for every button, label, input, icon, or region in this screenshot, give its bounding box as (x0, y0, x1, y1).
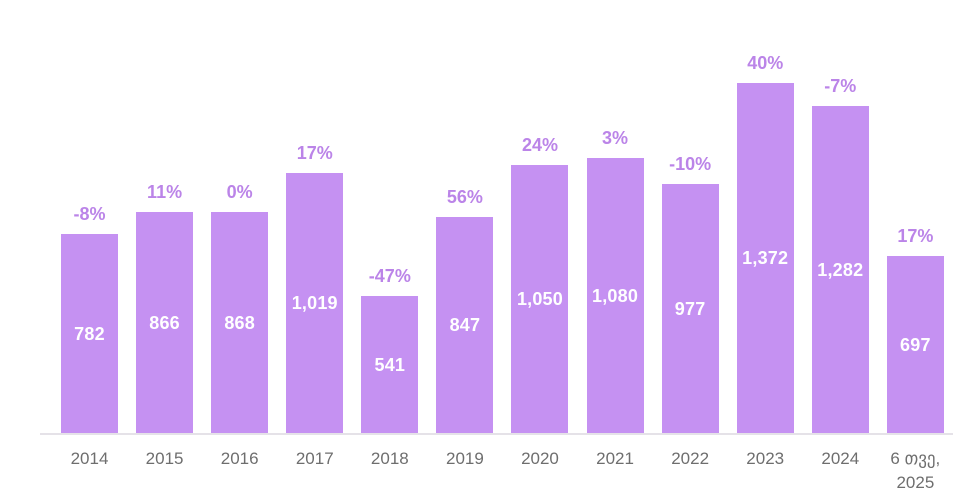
bar: 1,050 (511, 165, 569, 434)
bar-value-label: 1,080 (592, 285, 639, 306)
pct-change-label: 24% (521, 135, 558, 155)
bar: 782 (61, 234, 118, 434)
bar: 1,282 (811, 106, 869, 434)
pct-change-label: -8% (73, 204, 106, 224)
pct-change-label: 0% (226, 182, 253, 202)
bar-column: 56% 847 2019 (436, 54, 494, 468)
bar: 1,372 (736, 83, 794, 434)
bar-value-label: 1,050 (516, 289, 563, 309)
bar-value-label: 868 (224, 312, 255, 333)
pct-change-label: -10% (669, 154, 712, 174)
plot-area: -8% 782 2014 11% 866 2015 0% 868 2016 17% 1,019 201… (61, 53, 944, 492)
bar: 1,019 (286, 173, 344, 434)
bar: 1,080 (586, 158, 644, 434)
x-axis-label: 2014 (70, 449, 109, 468)
x-axis-line (40, 433, 953, 435)
bar: 866 (136, 212, 194, 434)
bar-column: -10% 977 2022 (661, 54, 719, 468)
bar-value-label: 1,372 (742, 248, 789, 268)
x-axis-label: 2020 (521, 449, 559, 468)
bar: 977 (661, 184, 719, 434)
bar-column: -7% 1,282 2024 (811, 54, 869, 468)
x-axis-label: 2024 (821, 449, 860, 468)
bar-value-label: 541 (374, 354, 406, 375)
pct-change-label: -7% (824, 76, 857, 96)
pct-change-label: 11% (147, 182, 183, 202)
x-axis-label: 2015 (145, 449, 184, 468)
bar-value-label: 1,019 (291, 293, 338, 313)
bar: 697 (886, 256, 944, 434)
bar: 868 (211, 212, 269, 434)
pct-change-label: 56% (446, 187, 483, 207)
bar-value-label: 977 (674, 298, 706, 319)
x-axis-label: 2018 (370, 449, 409, 468)
pct-change-label: 17% (897, 226, 934, 246)
x-axis-label: 6 თვე, 2025 (890, 449, 941, 492)
bar-value-label: 866 (149, 312, 180, 333)
bar-column: -47% 541 2018 (361, 54, 419, 468)
x-axis-label: 2016 (220, 449, 259, 468)
bar: 847 (436, 217, 494, 434)
x-axis-label: 2023 (746, 449, 785, 468)
bar-value-label: 782 (74, 323, 105, 344)
bar-value-label: 1,282 (817, 259, 864, 280)
x-axis-label: 2017 (295, 449, 334, 468)
x-axis-label: 2022 (671, 449, 710, 468)
pct-change-label: 3% (602, 128, 629, 148)
bar-column: 17% 697 6 თვე, 2025 (886, 54, 944, 492)
x-axis-label: 2021 (596, 449, 634, 468)
pct-change-label: 40% (747, 53, 784, 73)
bar-column: 3% 1,080 2021 (586, 54, 644, 468)
bar-column: 11% 866 2015 (136, 54, 194, 468)
bar-column: 17% 1,019 2017 (286, 54, 344, 468)
bar-column: 24% 1,050 2020 (511, 54, 569, 468)
bar-value-label: 697 (900, 334, 931, 355)
x-axis-label: 2019 (445, 449, 484, 468)
pct-change-label: 17% (296, 143, 333, 163)
bar-column: 40% 1,372 2023 (736, 53, 794, 468)
bar-value-label: 847 (449, 315, 481, 335)
pct-change-label: -47% (368, 266, 411, 286)
bar: 541 (361, 296, 419, 434)
bar-column: 0% 868 2016 (211, 54, 269, 468)
bar-column: -8% 782 2014 (61, 54, 118, 468)
